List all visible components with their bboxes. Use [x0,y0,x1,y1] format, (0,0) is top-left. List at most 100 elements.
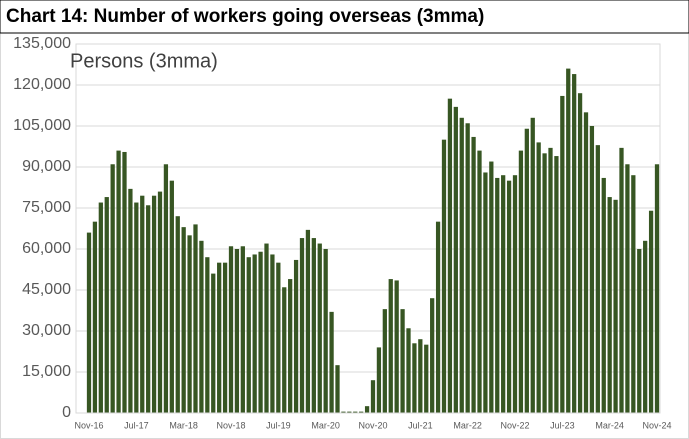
bar [382,309,387,413]
y-tick-label: 90,000 [22,158,71,175]
bar [654,164,660,413]
y-tick-label: 60,000 [22,240,71,257]
bar [169,180,174,413]
x-tick-label: Nov-18 [216,420,245,430]
bar [643,240,648,413]
y-tick-label: 0 [62,404,71,421]
bar [163,164,169,413]
bar [347,411,352,413]
x-tick-label: Nov-22 [500,420,529,430]
bar [459,117,464,414]
bar [276,262,281,413]
bar [648,210,654,413]
bar [637,249,642,413]
bar [134,202,139,413]
bar [501,175,506,413]
x-tick-label: Mar-20 [311,420,340,430]
x-tick-label: Mar-24 [595,420,624,430]
bar [335,365,340,413]
bar [323,249,328,413]
bar [613,199,618,413]
bar [530,117,535,414]
y-tick-label: 30,000 [22,322,71,339]
bar [205,257,210,413]
bar [305,229,311,413]
bar [465,123,470,414]
bar [441,139,447,413]
bar [104,197,109,413]
bar [146,205,151,413]
chart-title: Chart 14: Number of workers going overse… [6,6,484,27]
bar [388,279,393,413]
bar [116,150,121,413]
bar [317,243,322,413]
bar [288,279,293,413]
bar [151,195,157,413]
bar [175,216,180,413]
bar [86,232,92,413]
bar [299,238,305,413]
bar [157,191,163,413]
y-tick-label: 105,000 [13,117,71,134]
bar [181,227,186,413]
bar [406,328,411,413]
bar [412,343,417,413]
y-tick-label: 45,000 [22,281,71,298]
bar [341,411,346,413]
bar [542,153,547,414]
bar [92,221,98,413]
bar [252,254,257,413]
bar [577,93,583,413]
bar [495,177,500,413]
x-tick-label: Jul-17 [124,420,149,430]
bar [234,249,240,413]
x-tick-label: Mar-18 [169,420,198,430]
y-tick-label: 75,000 [22,199,71,216]
plot-border [75,43,661,414]
bar [128,188,133,413]
bar [554,156,559,414]
bar [548,147,553,413]
bar [264,243,269,413]
bar [246,257,251,413]
bar [258,251,263,413]
bar [418,339,423,413]
bar [607,197,612,413]
bar [98,202,103,413]
bar [471,136,476,413]
bar [589,126,595,413]
bar [217,262,222,413]
bar [400,309,405,413]
bar [270,254,275,413]
y-tick-label: 135,000 [13,35,71,52]
bar [122,151,127,413]
bar [572,74,577,414]
bar [560,95,565,413]
bar [240,246,245,413]
bar [631,175,636,413]
bar [293,259,299,413]
bar [518,150,524,413]
y-tick-label: 15,000 [22,363,71,380]
bar [353,411,358,413]
bar [199,240,204,413]
x-tick-label: Jul-23 [550,420,575,430]
x-tick-label: Nov-16 [74,420,103,430]
bar [329,311,334,413]
bar [583,112,589,413]
bar [536,142,541,413]
bar [370,380,376,413]
title-box [0,0,689,34]
bar [140,195,145,413]
annotation: Persons (3mma) [70,50,218,72]
bar [282,287,287,413]
bar [489,161,494,413]
bar [601,177,606,413]
bar [364,406,370,413]
bar [376,347,382,413]
x-tick-label: Mar-22 [453,420,482,430]
bar [524,128,529,413]
bar [424,344,429,413]
bar [483,172,488,413]
